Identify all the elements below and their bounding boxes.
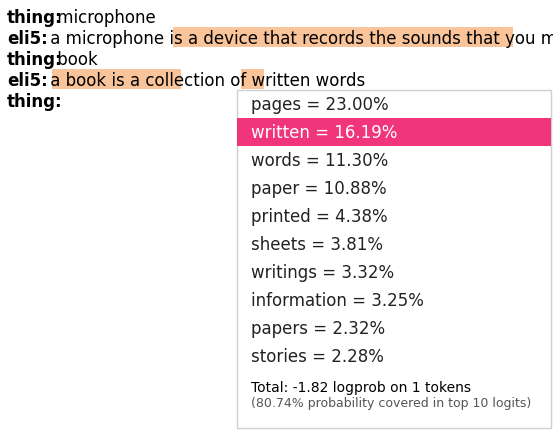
Text: information = 3.25%: information = 3.25%	[251, 291, 424, 309]
Text: a microphone is a device that records the sounds that you make: a microphone is a device that records th…	[45, 30, 553, 48]
Text: book: book	[53, 51, 98, 69]
Text: paper = 10.88%: paper = 10.88%	[251, 180, 387, 197]
Text: eli5:: eli5:	[7, 72, 48, 90]
FancyBboxPatch shape	[237, 91, 551, 428]
Text: Total: -1.82 logprob on 1 tokens: Total: -1.82 logprob on 1 tokens	[251, 380, 471, 394]
Text: papers = 2.32%: papers = 2.32%	[251, 319, 385, 337]
Bar	[173, 28, 513, 48]
Text: (80.74% probability covered in top 10 logits): (80.74% probability covered in top 10 lo…	[251, 396, 531, 409]
Text: thing:: thing:	[7, 9, 62, 27]
Text: words = 11.30%: words = 11.30%	[251, 151, 388, 170]
Text: thing:: thing:	[7, 93, 62, 111]
Bar	[241, 70, 264, 90]
Text: sheets = 3.81%: sheets = 3.81%	[251, 236, 383, 253]
Text: microphone: microphone	[53, 9, 156, 27]
Text: thing:: thing:	[7, 51, 62, 69]
Text: pages = 23.00%: pages = 23.00%	[251, 96, 389, 114]
Text: a book is a collection of written words: a book is a collection of written words	[45, 72, 365, 90]
Text: printed = 4.38%: printed = 4.38%	[251, 207, 388, 226]
Text: writings = 3.32%: writings = 3.32%	[251, 263, 394, 281]
Bar	[53, 70, 181, 90]
Text: eli5:: eli5:	[7, 30, 48, 48]
Bar	[237, 119, 551, 147]
Text: written = 16.19%: written = 16.19%	[251, 124, 398, 141]
Text: stories = 2.28%: stories = 2.28%	[251, 347, 384, 365]
